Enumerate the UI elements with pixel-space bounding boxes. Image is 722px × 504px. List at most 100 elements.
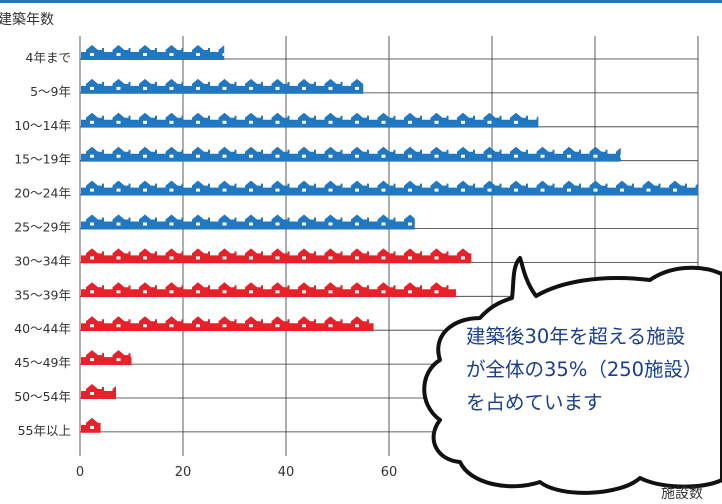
- house-icon: [134, 146, 161, 162]
- house-icon: [346, 180, 373, 196]
- bar: [81, 78, 364, 94]
- house-icon: [213, 214, 240, 230]
- house-icon: [213, 78, 240, 94]
- house-icon: [452, 180, 479, 196]
- y-tick-label: 4年まで: [26, 50, 71, 65]
- y-tick-label: 10～14年: [14, 118, 71, 133]
- house-icon: [134, 214, 161, 230]
- house-icon: [584, 180, 611, 196]
- x-tick-label: 60: [381, 465, 398, 480]
- house-icon: [319, 146, 346, 162]
- y-tick-label: 40～44年: [14, 321, 71, 336]
- y-tick-label: 30～34年: [14, 253, 71, 268]
- annotation-line: を占めています: [466, 391, 603, 414]
- bar: [81, 417, 101, 433]
- house-icon: [187, 214, 214, 230]
- bar: [81, 248, 472, 264]
- house-icon: [266, 214, 293, 230]
- house-icon: [107, 214, 134, 230]
- house-icon: [505, 180, 532, 196]
- house-icon: [160, 180, 187, 196]
- house-icon: [425, 146, 452, 162]
- house-icon: [346, 248, 373, 264]
- house-icon: [664, 180, 691, 196]
- house-icon: [160, 146, 187, 162]
- house-icon: [293, 180, 320, 196]
- house-icon: [690, 183, 698, 196]
- house-icon: [240, 248, 267, 264]
- y-tick-label: 15～19年: [14, 152, 71, 167]
- house-icon: [478, 180, 505, 196]
- house-icon: [425, 248, 452, 264]
- house-icon: [107, 248, 134, 264]
- house-icon: [452, 289, 456, 298]
- house-icon: [213, 248, 240, 264]
- house-icon: [293, 214, 320, 230]
- house-icon: [452, 112, 479, 128]
- house-icon: [160, 316, 187, 332]
- annotation-line: 建築後30年を超える施設: [466, 325, 685, 348]
- house-icon: [266, 146, 293, 162]
- bar: [81, 282, 456, 298]
- house-icon: [584, 146, 611, 162]
- house-icon: [346, 112, 373, 128]
- house-icon: [107, 45, 134, 60]
- house-icon: [293, 146, 320, 162]
- house-icon: [372, 112, 399, 128]
- house-icon: [452, 146, 479, 162]
- house-icon: [134, 316, 161, 332]
- house-icon: [134, 282, 161, 298]
- x-tick-label: 40: [278, 465, 295, 480]
- house-icon: [293, 282, 320, 298]
- house-icon: [160, 45, 187, 60]
- house-icon: [134, 45, 161, 60]
- bar: [81, 45, 225, 60]
- y-tick-label: 50～54年: [14, 389, 71, 404]
- house-icon: [107, 146, 134, 162]
- house-icon: [531, 146, 558, 162]
- y-axis-title: 建築年数: [0, 12, 54, 28]
- house-icon: [107, 78, 134, 94]
- y-tick-label: 5～9年: [30, 84, 71, 99]
- house-icon: [160, 214, 187, 230]
- house-icon: [266, 180, 293, 196]
- house-icon: [293, 112, 320, 128]
- house-icon: [425, 180, 452, 196]
- house-icon: [478, 112, 505, 128]
- house-icon: [293, 78, 320, 94]
- bar: [81, 146, 621, 162]
- house-icon: [81, 417, 101, 433]
- house-icon: [319, 214, 346, 230]
- house-icon: [346, 214, 373, 230]
- house-icon: [213, 180, 240, 196]
- house-icon: [107, 282, 134, 298]
- house-icon: [452, 248, 472, 264]
- house-icon: [213, 45, 225, 60]
- house-icon: [107, 316, 134, 332]
- house-icon: [319, 282, 346, 298]
- house-icon: [81, 78, 108, 94]
- house-icon: [319, 316, 346, 332]
- house-icon: [213, 146, 240, 162]
- house-icon: [266, 248, 293, 264]
- header-bar: [0, 0, 722, 3]
- house-icon: [531, 116, 539, 128]
- house-icon: [187, 45, 214, 60]
- house-icon: [346, 316, 373, 332]
- house-icon: [81, 248, 108, 264]
- house-icon: [611, 147, 621, 162]
- house-icon: [187, 316, 214, 332]
- house-icon: [372, 248, 399, 264]
- house-icon: [134, 180, 161, 196]
- house-icon: [266, 78, 293, 94]
- house-icon: [425, 282, 452, 298]
- house-icon: [187, 180, 214, 196]
- house-icon: [81, 112, 108, 128]
- house-icon: [240, 214, 267, 230]
- bar: [81, 350, 132, 366]
- house-icon: [346, 146, 373, 162]
- house-icon: [372, 282, 399, 298]
- house-icon: [187, 282, 214, 298]
- house-icon: [81, 282, 108, 298]
